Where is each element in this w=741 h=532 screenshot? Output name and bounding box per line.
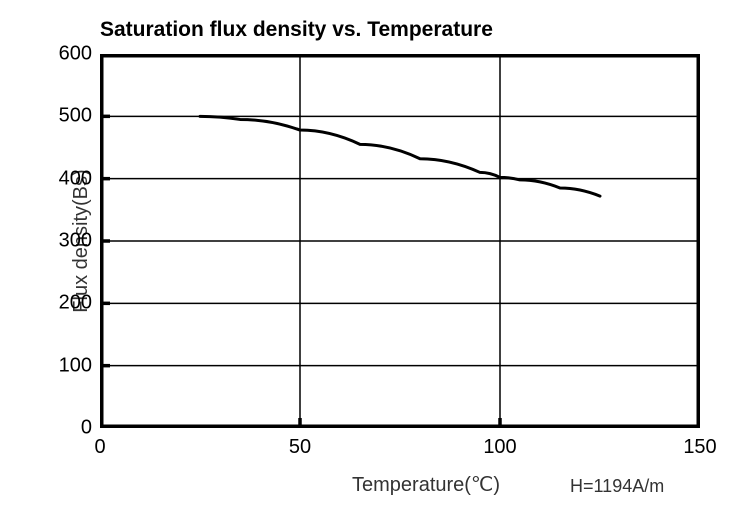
- y-tick-label: 200: [42, 292, 92, 315]
- plot-area: [100, 54, 700, 428]
- y-tick-label: 500: [42, 105, 92, 128]
- x-tick-label: 0: [70, 436, 130, 459]
- y-tick-label: 300: [42, 230, 92, 253]
- y-tick-label: 400: [42, 167, 92, 190]
- x-tick-label: 100: [470, 436, 530, 459]
- x-tick-label: 150: [670, 436, 730, 459]
- chart-annotation: H=1194A/m: [570, 476, 664, 497]
- x-tick-label: 50: [270, 436, 330, 459]
- chart-svg: [100, 54, 700, 428]
- y-tick-label: 600: [42, 43, 92, 66]
- chart-title: Saturation flux density vs. Temperature: [100, 18, 493, 42]
- chart-container: Saturation flux density vs. Temperature …: [0, 0, 741, 532]
- x-axis-label: Temperature(℃): [352, 472, 500, 497]
- y-tick-label: 100: [42, 354, 92, 377]
